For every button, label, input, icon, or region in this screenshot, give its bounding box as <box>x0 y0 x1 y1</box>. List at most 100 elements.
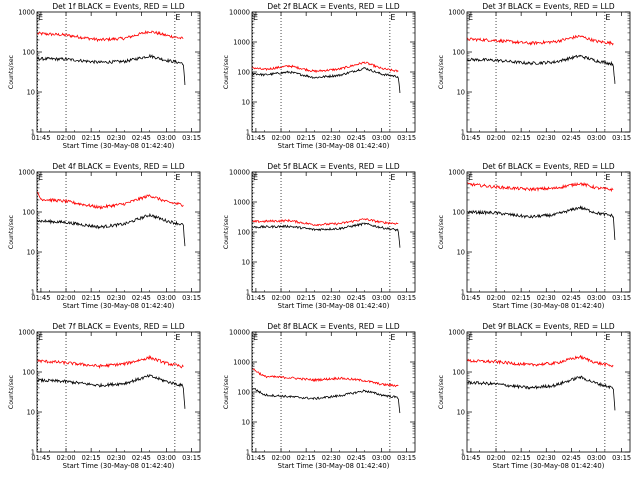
x-tick-label: 03:00 <box>372 294 391 302</box>
plot-frame <box>251 331 416 453</box>
y-tick-label: 1000 <box>233 39 250 47</box>
x-tick-label: 02:00 <box>57 134 76 142</box>
x-tick-label: 02:15 <box>82 454 101 462</box>
x-tick-label: 03:00 <box>372 454 391 462</box>
event-marker-label: E <box>468 173 473 182</box>
x-tick-label: 03:15 <box>397 134 416 142</box>
y-tick-label: 1 <box>461 449 465 457</box>
y-axis-label: Counts/sec <box>438 374 445 409</box>
x-tick-label: 03:15 <box>182 454 201 462</box>
plot-frame <box>466 331 631 453</box>
y-tick-label: 1000 <box>448 169 465 177</box>
x-axis-label: Start Time (30-May-08 01:42:40) <box>278 302 390 310</box>
x-tick-label: 01:45 <box>246 454 265 462</box>
x-tick-label: 02:15 <box>297 294 316 302</box>
events-series-line <box>467 375 616 411</box>
x-tick-label: 02:45 <box>562 454 581 462</box>
plot-title: Det 3f BLACK = Events, RED = LLD <box>482 2 615 11</box>
x-tick-label: 03:15 <box>612 294 631 302</box>
x-tick-label: 02:15 <box>512 454 531 462</box>
x-tick-label: 03:00 <box>157 454 176 462</box>
x-tick-label: 02:45 <box>347 134 366 142</box>
x-tick-label: 01:45 <box>246 134 265 142</box>
y-axis-label: Counts/sec <box>8 54 15 89</box>
x-tick-label: 01:45 <box>461 134 480 142</box>
plot-frame <box>36 171 201 293</box>
y-tick-label: 1000 <box>18 329 35 337</box>
plot-frame <box>251 171 416 293</box>
event-marker-label: E <box>253 173 258 182</box>
y-tick-label: 100 <box>452 209 465 217</box>
x-tick-label: 02:45 <box>132 294 151 302</box>
x-axis-label: Start Time (30-May-08 01:42:40) <box>493 462 605 470</box>
y-axis-label: Counts/sec <box>438 54 445 89</box>
x-tick-label: 02:00 <box>57 294 76 302</box>
x-tick-label: 03:15 <box>612 134 631 142</box>
plot-title: Det 1f BLACK = Events, RED = LLD <box>52 2 185 11</box>
plot-title: Det 4f BLACK = Events, RED = LLD <box>52 162 185 171</box>
x-tick-label: 02:30 <box>537 454 556 462</box>
y-axis-label: Counts/sec <box>8 374 15 409</box>
y-axis-label: Counts/sec <box>8 214 15 249</box>
x-tick-label: 01:45 <box>461 454 480 462</box>
x-axis-label: Start Time (30-May-08 01:42:40) <box>63 142 175 150</box>
plot-frame <box>36 11 201 133</box>
x-tick-label: 02:45 <box>132 134 151 142</box>
y-tick-label: 10 <box>457 249 465 257</box>
y-tick-label: 10000 <box>229 169 250 177</box>
y-tick-label: 100 <box>237 69 250 77</box>
y-tick-label: 100 <box>452 369 465 377</box>
detector-plot-9: Det 9f BLACK = Events, RED = LLD 1 10 100 10… <box>438 322 631 470</box>
x-tick-label: 03:00 <box>587 454 606 462</box>
x-tick-label: 02:30 <box>322 294 341 302</box>
event-marker-label: E <box>390 333 395 342</box>
x-tick-label: 01:45 <box>31 454 50 462</box>
y-axis-label: Counts/sec <box>223 374 230 409</box>
x-axis-label: Start Time (30-May-08 01:42:40) <box>278 142 390 150</box>
y-tick-label: 1000 <box>448 9 465 17</box>
lld-series-line <box>37 30 184 43</box>
y-tick-label: 1 <box>246 129 250 137</box>
y-tick-label: 10000 <box>229 9 250 17</box>
events-series-line <box>252 388 401 414</box>
x-tick-label: 02:00 <box>272 294 291 302</box>
plot-frame <box>466 171 631 293</box>
y-tick-label: 1000 <box>448 329 465 337</box>
event-marker-label: E <box>175 13 180 22</box>
events-series-line <box>37 212 186 247</box>
y-tick-label: 1000 <box>18 169 35 177</box>
y-tick-label: 1 <box>246 289 250 297</box>
detector-plot-5: Det 5f BLACK = Events, RED = LLD 1 10 100 10… <box>223 162 416 310</box>
x-tick-label: 03:00 <box>372 134 391 142</box>
event-marker-label: E <box>253 333 258 342</box>
y-tick-label: 10 <box>27 249 35 257</box>
x-tick-label: 02:00 <box>272 134 291 142</box>
y-tick-label: 1000 <box>233 359 250 367</box>
lld-series-line <box>467 34 614 46</box>
x-axis-label: Start Time (30-May-08 01:42:40) <box>63 302 175 310</box>
y-tick-label: 1 <box>31 449 35 457</box>
event-marker-label: E <box>390 173 395 182</box>
y-tick-label: 10 <box>457 89 465 97</box>
y-axis-label: Counts/sec <box>438 214 445 249</box>
events-series-line <box>252 222 401 248</box>
x-tick-label: 02:45 <box>347 294 366 302</box>
plot-title: Det 9f BLACK = Events, RED = LLD <box>482 322 615 331</box>
x-tick-label: 02:45 <box>132 454 151 462</box>
plot-title: Det 8f BLACK = Events, RED = LLD <box>267 322 400 331</box>
y-tick-label: 100 <box>237 229 250 237</box>
events-series-line <box>37 53 186 85</box>
x-tick-label: 01:45 <box>31 134 50 142</box>
lld-series-line <box>252 61 399 74</box>
x-tick-label: 02:15 <box>297 454 316 462</box>
plot-title: Det 6f BLACK = Events, RED = LLD <box>482 162 615 171</box>
x-tick-label: 03:00 <box>587 294 606 302</box>
y-tick-label: 100 <box>22 49 35 57</box>
x-tick-label: 02:30 <box>107 294 126 302</box>
plot-title: Det 2f BLACK = Events, RED = LLD <box>267 2 400 11</box>
x-tick-label: 03:00 <box>157 294 176 302</box>
x-tick-label: 02:45 <box>347 454 366 462</box>
x-tick-label: 03:15 <box>182 294 201 302</box>
